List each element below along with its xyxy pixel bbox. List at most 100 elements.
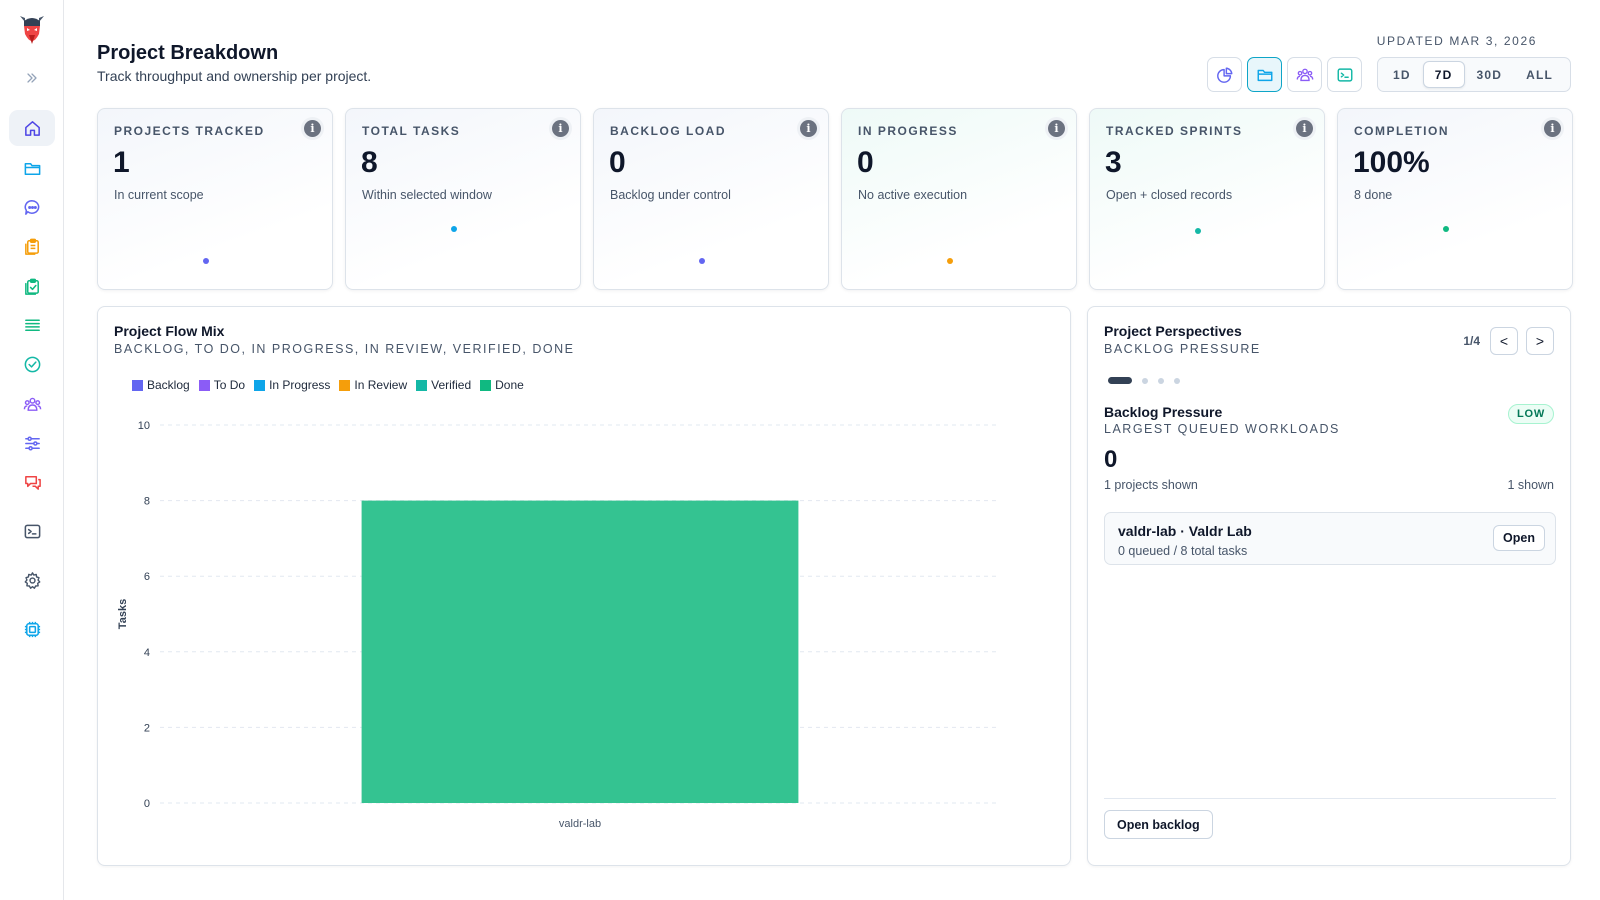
- y-axis-label: Tasks: [117, 599, 129, 629]
- range-all-button[interactable]: ALL: [1526, 67, 1554, 82]
- stat-card-tracked-sprints: TRACKED SPRINTS 3 Open + closed records …: [1089, 108, 1325, 290]
- card-value: 0: [857, 146, 874, 179]
- card-label: IN PROGRESS: [858, 124, 958, 138]
- card-caption: Open + closed records: [1106, 188, 1233, 202]
- legend-swatch: [198, 379, 210, 391]
- card-label: TRACKED SPRINTS: [1106, 124, 1243, 138]
- legend-swatch: [132, 379, 143, 391]
- legend-swatch: [416, 379, 428, 391]
- legend-label: Done: [495, 378, 524, 392]
- page-dot-3[interactable]: [1158, 377, 1164, 384]
- page-dots: [1108, 377, 1180, 384]
- info-icon[interactable]: i: [552, 120, 569, 137]
- open-project-button[interactable]: Open: [1493, 525, 1545, 551]
- terminal-icon: [24, 524, 40, 538]
- view-button-team[interactable]: [1287, 57, 1322, 92]
- card-label: COMPLETION: [1354, 124, 1449, 138]
- info-icon[interactable]: i: [1544, 120, 1561, 137]
- stat-card-projects-tracked: PROJECTS TRACKED 1 In current scope i: [97, 108, 333, 290]
- card-label: BACKLOG LOAD: [610, 124, 726, 138]
- range-7d-button[interactable]: 7D: [1422, 61, 1465, 88]
- backlog-value: 0: [1104, 446, 1118, 473]
- sidebar-item-lists[interactable]: [9, 307, 55, 343]
- updated-timestamp: UPDATED MAR 3, 2026: [1376, 34, 1537, 48]
- stat-card-backlog-load: BACKLOG LOAD 0 Backlog under control i: [593, 108, 829, 290]
- sidebar-item-projects[interactable]: [9, 150, 55, 186]
- list-item: valdr-lab · Valdr Lab 0 queued / 8 total…: [1104, 512, 1556, 565]
- card-value: 100%: [1353, 146, 1430, 179]
- stat-card-in-progress: IN PROGRESS 0 No active execution i: [841, 108, 1077, 290]
- sidebar-item-verified[interactable]: [9, 346, 55, 382]
- info-icon[interactable]: i: [1296, 120, 1313, 137]
- legend-item-done[interactable]: Done: [480, 378, 524, 392]
- legend-item-in-progress[interactable]: In Progress: [254, 378, 330, 392]
- sidebar-item-team[interactable]: [9, 386, 55, 422]
- status-badge: LOW: [1507, 404, 1554, 424]
- page-dot-4[interactable]: [1174, 377, 1180, 384]
- page-subtitle: Track throughput and ownership per proje…: [97, 68, 372, 84]
- range-1d-button[interactable]: 1D: [1393, 67, 1411, 82]
- legend-swatch: [480, 379, 492, 391]
- next-button[interactable]: >: [1526, 327, 1554, 355]
- folder-icon: [1257, 69, 1272, 81]
- legend-item-backlog[interactable]: Backlog: [132, 378, 190, 392]
- legend-label: In Review: [354, 378, 408, 392]
- view-button-analytics[interactable]: [1207, 57, 1242, 92]
- chat-icon: [24, 199, 39, 215]
- time-range-selector: 1D 7D 30D ALL: [1377, 57, 1571, 92]
- card-value: 0: [609, 146, 626, 179]
- page-dot-2[interactable]: [1142, 377, 1148, 384]
- info-icon[interactable]: i: [800, 120, 817, 137]
- chip-icon: [24, 621, 40, 637]
- info-icon[interactable]: i: [1048, 120, 1065, 137]
- projects-shown-count: 1 projects shown: [1104, 478, 1198, 492]
- sparkline-dot: [203, 258, 209, 264]
- sparkline-dot: [1443, 226, 1449, 232]
- legend-label: Verified: [431, 378, 472, 392]
- legend-item-verified[interactable]: Verified: [416, 378, 471, 392]
- card-caption: Within selected window: [362, 188, 492, 202]
- team-icon: [1296, 68, 1313, 81]
- pie-chart-icon: [1216, 67, 1232, 83]
- sparkline-dot: [451, 226, 457, 232]
- legend-label: To Do: [213, 378, 246, 392]
- panel-subtitle: BACKLOG PRESSURE: [1104, 342, 1261, 356]
- y-tick-label: 0: [144, 798, 150, 810]
- info-icon[interactable]: i: [304, 120, 321, 137]
- terminal-icon: [1337, 67, 1352, 82]
- project-perspectives-panel: Project Perspectives BACKLOG PRESSURE 1/…: [1087, 306, 1571, 866]
- expand-sidebar-icon[interactable]: [22, 68, 42, 88]
- list-icon: [24, 319, 40, 331]
- legend-item-todo[interactable]: To Do: [198, 378, 246, 392]
- sidebar-item-settings[interactable]: [9, 562, 55, 598]
- sparkline-dot: [947, 258, 953, 264]
- sidebar-item-home[interactable]: [9, 110, 55, 146]
- card-value: 8: [361, 146, 378, 179]
- view-button-projects[interactable]: [1247, 57, 1282, 92]
- y-tick-label: 8: [144, 496, 150, 508]
- panel-title: Project Perspectives: [1104, 323, 1242, 339]
- logo-icon[interactable]: [17, 12, 47, 50]
- card-label: TOTAL TASKS: [362, 124, 461, 138]
- folder-icon: [24, 162, 40, 175]
- legend-item-in-review[interactable]: In Review: [339, 378, 407, 392]
- sidebar-item-console[interactable]: [9, 513, 55, 549]
- sidebar-item-feedback[interactable]: [9, 464, 55, 500]
- previous-button[interactable]: <: [1490, 327, 1518, 355]
- team-icon: [23, 397, 41, 411]
- sidebar-item-reviews[interactable]: [9, 268, 55, 304]
- view-button-console[interactable]: [1327, 57, 1362, 92]
- home-icon: [24, 120, 40, 136]
- page-title: Project Breakdown: [97, 42, 279, 64]
- sidebar-item-integrations[interactable]: [9, 611, 55, 647]
- sidebar-item-settings-filters[interactable]: [9, 425, 55, 461]
- open-backlog-button[interactable]: Open backlog: [1104, 810, 1213, 839]
- sidebar-item-chat[interactable]: [9, 189, 55, 225]
- range-30d-button[interactable]: 30D: [1476, 67, 1503, 82]
- sidebar: [0, 0, 64, 900]
- page-dot-1[interactable]: [1108, 377, 1132, 384]
- card-caption: Backlog under control: [610, 188, 731, 202]
- project-meta: 0 queued / 8 total tasks: [1118, 544, 1248, 558]
- sidebar-item-tasks[interactable]: [9, 228, 55, 264]
